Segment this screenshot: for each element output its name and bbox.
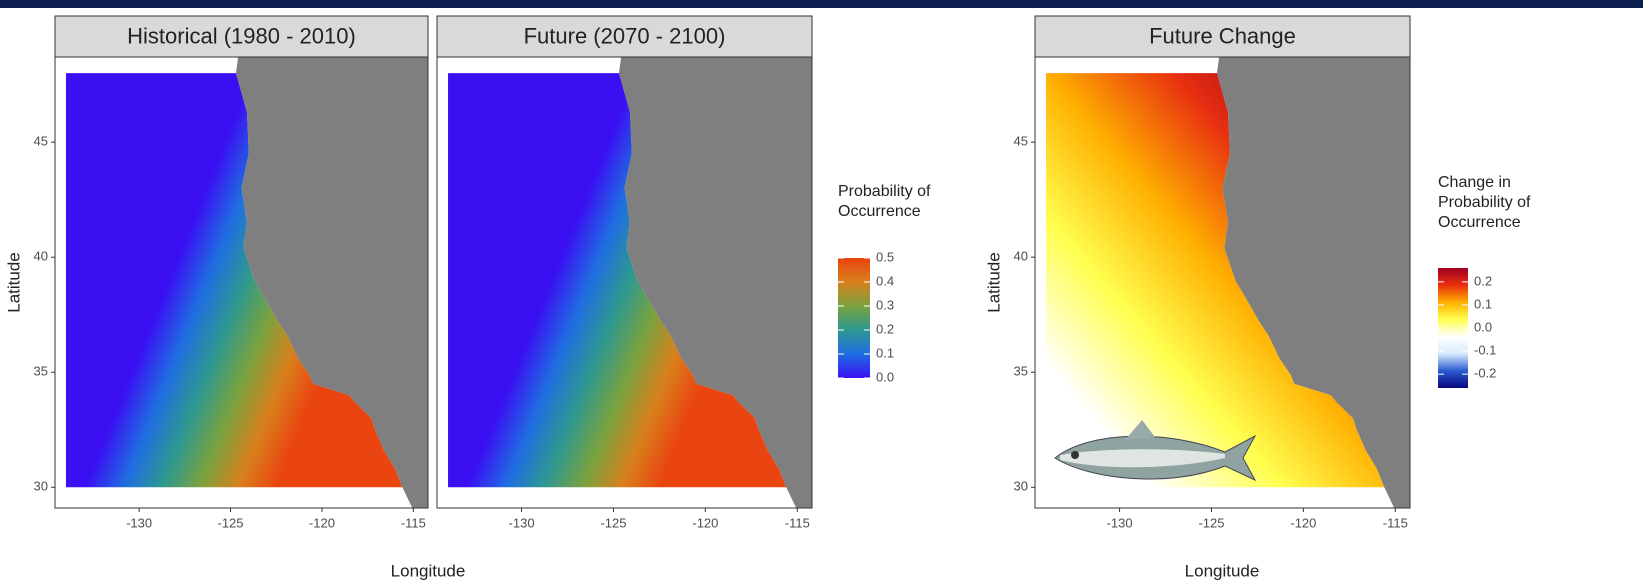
- colorbar-tick-label: -0.1: [1474, 343, 1496, 358]
- panel-title: Future Change: [1149, 23, 1296, 48]
- colorbar-tick-label: 0.1: [1474, 296, 1492, 311]
- y-tick-label: 40: [1014, 249, 1028, 264]
- x-tick-label: -130: [1107, 515, 1133, 530]
- colorbar-tick-label: 0.0: [876, 369, 894, 384]
- colorbar-tick-label: 0.2: [1474, 273, 1492, 288]
- ocean-raster: [65, 73, 403, 488]
- colorbar-tick-label: 0.1: [876, 345, 894, 360]
- y-tick-label: 30: [1014, 479, 1028, 494]
- x-tick-label: -120: [692, 515, 718, 530]
- fish-illustration: [1054, 420, 1257, 482]
- colorbar-tick-label: 0.5: [876, 249, 894, 264]
- colorbar: [838, 258, 870, 378]
- ocean-raster: [1046, 73, 1385, 488]
- fish-eye: [1071, 451, 1079, 459]
- legend-title: Occurrence: [838, 203, 921, 220]
- map-chart: Historical (1980 - 2010) -130 -125 -120 -115…: [4, 15, 931, 580]
- x-tick-label: -130: [126, 515, 152, 530]
- colorbar-tick-label: 0.0: [1474, 319, 1492, 334]
- y-tick-label: 45: [34, 134, 48, 149]
- ocean-raster: [448, 73, 787, 488]
- x-tick-label: -120: [309, 515, 335, 530]
- y-axis-label: Latitude: [984, 252, 1003, 313]
- land: [236, 57, 428, 508]
- legend-title: Probability of: [838, 183, 931, 200]
- fish-fin: [1125, 420, 1155, 440]
- land: [1216, 57, 1410, 508]
- map-panel: [437, 57, 812, 508]
- panel-title: Historical (1980 - 2010): [127, 23, 356, 48]
- header-bar: [0, 0, 1643, 8]
- y-axis-label: Latitude: [4, 252, 23, 313]
- panel-strip: [1034, 15, 1411, 58]
- map-panel: [55, 57, 428, 508]
- y-tick-label: 40: [34, 249, 48, 264]
- y-tick-label: 45: [1014, 134, 1028, 149]
- map-chart: Future Change -130 -125 -120 -115 30 35 40 45 Lat…: [984, 15, 1531, 580]
- panel-strip: [436, 15, 813, 58]
- land: [618, 57, 812, 508]
- x-tick-label: -130: [509, 515, 535, 530]
- x-tick-label: -115: [785, 515, 810, 530]
- map-panel: [1035, 57, 1410, 508]
- x-axis-label: Longitude: [1185, 561, 1260, 580]
- x-tick-label: -120: [1290, 515, 1316, 530]
- x-tick-label: -115: [401, 515, 426, 530]
- y-tick-label: 30: [34, 479, 48, 494]
- panel-title: Future (2070 - 2100): [524, 23, 726, 48]
- x-axis-label: Longitude: [391, 561, 466, 580]
- x-tick-label: -125: [1198, 515, 1224, 530]
- panel-strip: [54, 15, 429, 58]
- legend-title: Probability of: [1438, 194, 1531, 211]
- x-tick-label: -115: [1383, 515, 1408, 530]
- legend-title: Occurrence: [1438, 214, 1521, 231]
- fish-belly: [1060, 449, 1225, 468]
- colorbar-tick-label: 0.3: [876, 297, 894, 312]
- colorbar-tick-label: 0.4: [876, 273, 894, 288]
- x-tick-label: -125: [600, 515, 626, 530]
- colorbar-tick-label: -0.2: [1474, 366, 1496, 381]
- x-tick-label: -125: [218, 515, 244, 530]
- y-tick-label: 35: [1014, 364, 1028, 379]
- colorbar-tick-label: 0.2: [876, 321, 894, 336]
- legend-title: Change in: [1438, 174, 1511, 191]
- y-tick-label: 35: [34, 364, 48, 379]
